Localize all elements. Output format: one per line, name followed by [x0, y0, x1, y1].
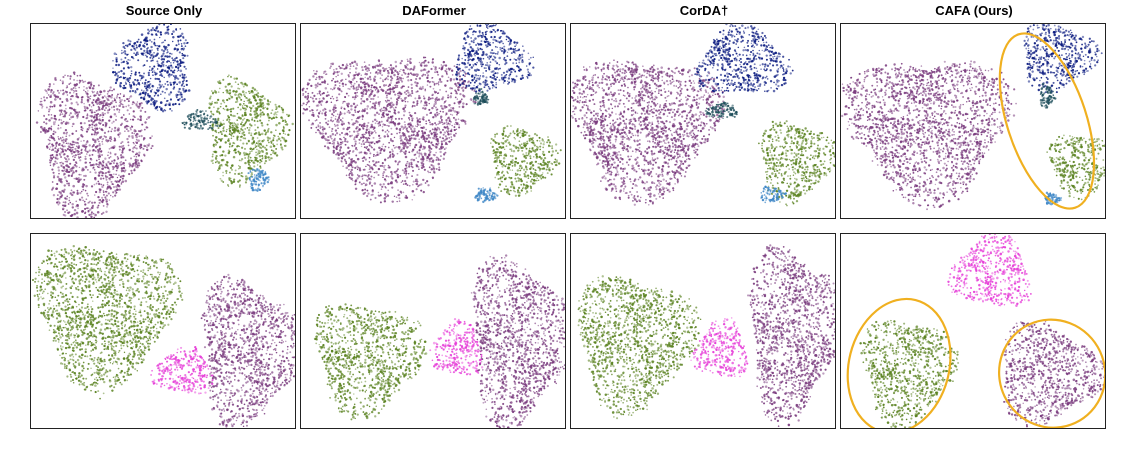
- column-title-cafa: CAFA (Ours): [840, 3, 1108, 18]
- tsne-panel-row1-cafa: [840, 23, 1106, 219]
- scatter-plot: [301, 24, 562, 204]
- cluster-lightblue: [760, 185, 787, 204]
- cluster-green: [313, 303, 428, 421]
- cluster-green: [31, 244, 184, 400]
- cluster-purple: [35, 71, 154, 218]
- cluster-purple: [747, 244, 835, 427]
- cluster-magenta: [690, 317, 749, 378]
- cluster-purple: [301, 56, 477, 204]
- cluster-navy: [694, 24, 794, 94]
- cluster-magenta: [429, 317, 484, 376]
- tsne-panel-row2-cafa: [840, 233, 1106, 429]
- cluster-purple: [200, 273, 295, 428]
- scatter-plot: [846, 234, 1105, 428]
- highlight-ellipse: [846, 297, 952, 428]
- cluster-green: [208, 74, 294, 188]
- cluster-teal: [704, 101, 738, 120]
- cluster-purple: [470, 254, 565, 428]
- cluster-navy: [112, 24, 191, 113]
- cluster-magenta: [947, 234, 1032, 307]
- cluster-teal: [181, 108, 221, 131]
- cluster-green: [490, 125, 562, 197]
- tsne-panel-row2-daformer: [300, 233, 566, 429]
- scatter-plot: [35, 24, 294, 218]
- cluster-purple: [841, 60, 1017, 211]
- scatter-plot: [841, 24, 1105, 211]
- tsne-panel-row1-daformer: [300, 23, 566, 219]
- cluster-navy: [455, 24, 535, 93]
- cluster-magenta: [150, 345, 214, 395]
- scatter-plot: [577, 244, 835, 427]
- cluster-purple: [571, 59, 726, 206]
- cluster-green: [757, 120, 835, 207]
- cluster-lightblue: [474, 187, 499, 204]
- cluster-green: [859, 319, 960, 428]
- highlight-ellipse: [998, 32, 1096, 210]
- tsne-panel-row1-corda: [570, 23, 836, 219]
- cluster-purple: [1002, 320, 1105, 428]
- cluster-teal: [1039, 82, 1057, 109]
- cluster-lightblue: [247, 167, 270, 192]
- cluster-green: [1046, 134, 1105, 201]
- column-title-source-only: Source Only: [30, 3, 298, 18]
- column-title-daformer: DAFormer: [300, 3, 568, 18]
- cluster-green: [577, 275, 702, 420]
- cluster-teal: [472, 87, 490, 106]
- cluster-navy: [1023, 24, 1103, 94]
- scatter-plot: [571, 24, 835, 207]
- column-title-corda: CorDA†: [570, 3, 838, 18]
- highlight-ellipse: [998, 318, 1105, 428]
- tsne-panel-row2-corda: [570, 233, 836, 429]
- tsne-panel-row1-source-only: [30, 23, 296, 219]
- scatter-plot: [31, 244, 295, 428]
- tsne-panel-row2-source-only: [30, 233, 296, 429]
- scatter-plot: [313, 254, 565, 428]
